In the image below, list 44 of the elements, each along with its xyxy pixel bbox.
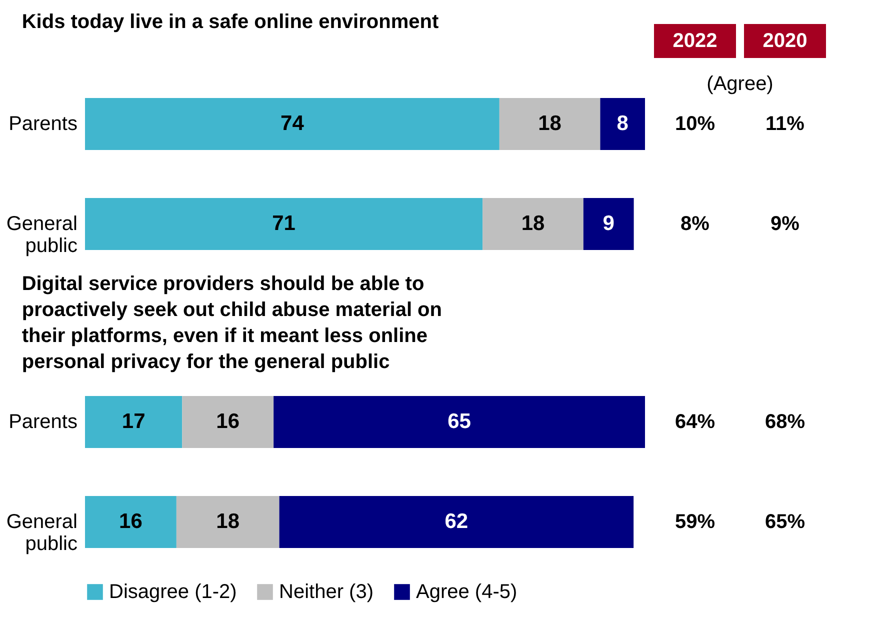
text: 8% bbox=[680, 213, 710, 235]
chart-title: Kids today live in a safe online environment bbox=[22, 11, 439, 33]
legend-label: Neither (3) bbox=[279, 581, 374, 603]
bar bbox=[499, 98, 600, 150]
bar bbox=[279, 496, 634, 548]
text: 65% bbox=[764, 511, 806, 533]
data-label: 16 bbox=[119, 510, 142, 533]
data-label: 18 bbox=[521, 212, 545, 235]
bar bbox=[85, 98, 500, 150]
data-label: 17 bbox=[122, 410, 146, 433]
bar bbox=[85, 496, 176, 548]
text: 2020 bbox=[762, 30, 808, 52]
data-label: 8 bbox=[616, 112, 629, 135]
y-tick-label: General public bbox=[6, 213, 78, 257]
text: 59% bbox=[674, 511, 716, 533]
bar bbox=[182, 396, 274, 448]
text: 68% bbox=[764, 411, 806, 433]
text: 2022 bbox=[672, 30, 718, 52]
text: 64% bbox=[674, 411, 716, 433]
bar bbox=[274, 396, 645, 448]
bar bbox=[482, 198, 584, 250]
y-tick-label: General public bbox=[6, 511, 78, 555]
bar bbox=[176, 496, 280, 548]
bar bbox=[583, 198, 634, 250]
data-label: 62 bbox=[444, 510, 468, 533]
bar bbox=[85, 198, 483, 250]
legend-label: Agree (4-5) bbox=[416, 581, 518, 603]
text: (Agree) bbox=[706, 73, 774, 95]
y-tick-label: Parents bbox=[8, 113, 78, 135]
data-label: 16 bbox=[216, 410, 240, 433]
text: 11% bbox=[766, 113, 805, 135]
data-label: 18 bbox=[538, 112, 562, 135]
data-label: 71 bbox=[272, 212, 296, 235]
data-label: 9 bbox=[602, 212, 614, 235]
data-label: 18 bbox=[216, 510, 240, 533]
text: 9% bbox=[770, 213, 800, 235]
text: 10% bbox=[674, 113, 716, 135]
data-label: 74 bbox=[280, 112, 304, 135]
data-label: 65 bbox=[448, 410, 472, 433]
chart-title: Digital service providers should be able to proactively seek out child abuse material on their platforms, even if it meant less online personal privacy for the general public bbox=[22, 273, 442, 373]
legend-label: Disagree (1-2) bbox=[109, 581, 237, 603]
y-tick-label: Parents bbox=[8, 411, 78, 433]
bar bbox=[85, 396, 182, 448]
bar bbox=[600, 98, 645, 150]
